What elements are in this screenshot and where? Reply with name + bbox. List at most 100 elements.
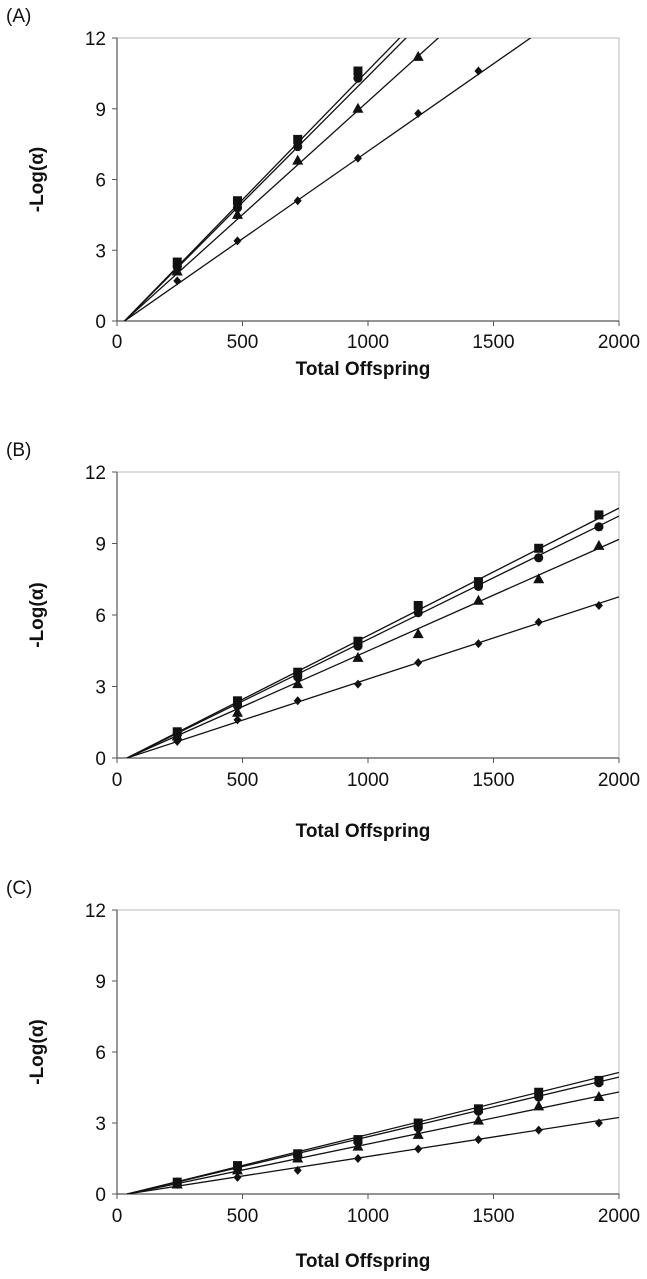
x-axis-title: Total Offspring [296, 359, 431, 380]
fit-line-triangle [124, 38, 440, 321]
data-point-diamond [233, 1172, 242, 1182]
data-point-circle [534, 553, 544, 563]
y-tick-label: 12 [85, 901, 106, 922]
data-point-square [534, 1087, 544, 1097]
data-point-square [293, 667, 303, 677]
data-point-circle [413, 1123, 423, 1133]
fit-line-circle [126, 1076, 619, 1194]
plot-area [116, 471, 620, 759]
data-point-triangle [231, 1164, 243, 1175]
data-point-triangle [412, 50, 424, 61]
data-point-square [353, 636, 363, 646]
data-point-diamond [293, 696, 302, 706]
data-point-triangle [593, 539, 605, 550]
data-point-diamond [534, 1125, 543, 1135]
data-point-diamond [353, 1154, 362, 1163]
data-point-circle [293, 672, 303, 682]
data-point-diamond [233, 715, 242, 725]
data-point-diamond [353, 679, 362, 689]
data-point-triangle [292, 678, 304, 689]
x-tick-label: 2000 [598, 770, 640, 791]
data-point-square [534, 543, 544, 553]
y-tick-label: 12 [85, 463, 106, 484]
y-tick-label: 0 [95, 312, 106, 333]
data-point-circle [594, 1078, 604, 1088]
y-axis-title: -Log(α) [27, 1019, 48, 1084]
fit-line-triangle [126, 538, 619, 758]
data-point-circle [413, 608, 423, 618]
panel-label: (A) [6, 6, 31, 27]
chart-panel-2: (B) 0 3 6 9 12 0 500 1000 1500 2000 Total Offspring… [6, 440, 640, 842]
data-point-diamond [173, 1180, 182, 1190]
data-point-circle [473, 581, 484, 592]
data-point-circle [353, 641, 363, 651]
data-point-diamond [534, 617, 543, 627]
fit-line-diamond [126, 1116, 619, 1194]
data-point-diamond [474, 66, 483, 76]
fit-line-square [126, 1071, 619, 1194]
x-tick-label: 1500 [472, 770, 514, 791]
data-point-diamond [414, 658, 423, 668]
x-tick-label: 1000 [347, 1206, 389, 1227]
y-tick-label: 3 [95, 678, 106, 699]
data-point-triangle [352, 651, 364, 662]
chart-panel-3: (C) 0 3 6 9 12 0 500 1000 1500 2000 Total Offspring… [6, 878, 640, 1272]
data-point-triangle [472, 1114, 484, 1125]
fit-line-diamond [126, 596, 619, 758]
chart-panel-1: (A) 0 3 6 9 12 0 500 1000 1500 2000 Total Offspring… [6, 6, 640, 380]
data-point-square [353, 66, 363, 76]
x-tick-label: 0 [112, 770, 123, 791]
data-point-triangle [412, 628, 424, 639]
data-point-diamond [173, 736, 182, 746]
data-point-triangle [292, 1152, 304, 1163]
x-axis-title: Total Offspring [296, 821, 431, 842]
y-tick-label: 12 [85, 29, 106, 50]
data-point-square [172, 257, 182, 267]
data-point-diamond [474, 1135, 483, 1145]
data-point-triangle [533, 573, 545, 584]
data-point-triangle [472, 594, 484, 605]
data-point-triangle [292, 154, 304, 165]
x-tick-label: 1000 [347, 332, 389, 353]
y-tick-label: 9 [95, 535, 106, 556]
data-point-triangle [593, 1090, 605, 1101]
x-tick-label: 1000 [347, 770, 389, 791]
data-point-square [473, 577, 483, 587]
data-point-diamond [233, 236, 242, 246]
data-point-triangle [533, 1100, 545, 1111]
fit-line-diamond [124, 38, 532, 321]
x-tick-label: 0 [112, 1206, 123, 1227]
fit-line-square [124, 38, 401, 321]
data-point-diamond [594, 600, 603, 610]
data-point-diamond [353, 153, 362, 163]
panel-label: (C) [6, 878, 32, 899]
y-tick-label: 3 [95, 1114, 106, 1135]
x-tick-label: 1500 [472, 1206, 514, 1227]
data-point-triangle [412, 1128, 424, 1139]
x-tick-label: 2000 [598, 1206, 640, 1227]
x-axis-title: Total Offspring [296, 1251, 431, 1272]
y-tick-label: 6 [95, 171, 106, 192]
data-point-circle [293, 141, 303, 152]
y-tick-label: 9 [95, 972, 106, 993]
data-point-triangle [352, 102, 364, 113]
data-point-triangle [171, 265, 183, 276]
data-point-square [413, 1118, 423, 1128]
data-point-diamond [594, 1118, 603, 1128]
data-point-diamond [414, 1144, 423, 1154]
data-point-circle [232, 203, 243, 213]
y-tick-label: 6 [95, 606, 106, 627]
data-point-circle [594, 522, 604, 532]
data-point-diamond [474, 639, 483, 649]
plot-area [116, 37, 620, 322]
x-tick-label: 1500 [472, 332, 514, 353]
fit-line-circle [126, 515, 619, 758]
data-point-square [293, 134, 303, 144]
y-axis-title: -Log(α) [27, 147, 48, 212]
fit-line-square [126, 507, 619, 758]
data-point-square [413, 600, 423, 610]
data-point-circle [534, 1092, 544, 1102]
fit-line-circle [124, 38, 407, 321]
x-tick-label: 500 [227, 1206, 259, 1227]
